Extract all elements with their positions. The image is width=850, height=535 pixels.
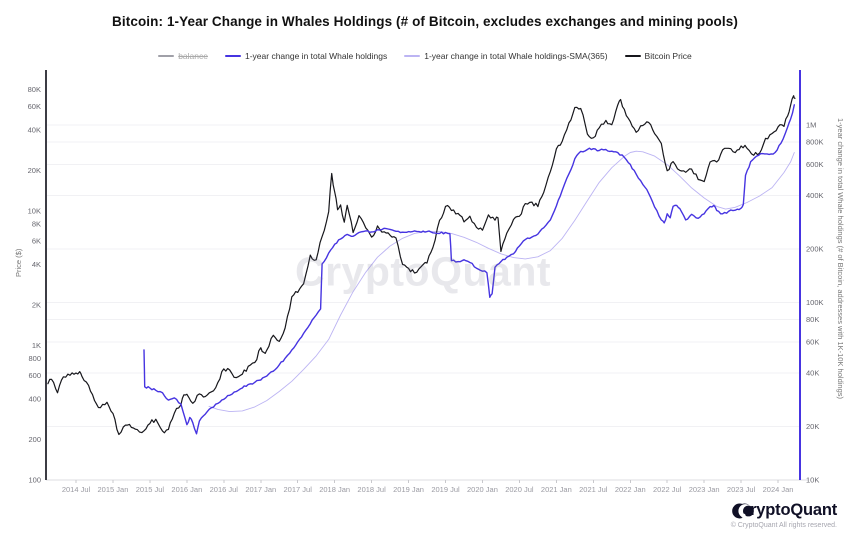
chart-title: Bitcoin: 1-Year Change in Whales Holding… — [112, 14, 738, 29]
footer-rights: © CryptoQuant All rights reserved. — [730, 522, 837, 529]
legend-swatch — [224, 55, 241, 57]
svg-text:2021 Jul: 2021 Jul — [579, 485, 608, 494]
svg-text:2023 Jul: 2023 Jul — [727, 485, 756, 494]
legend-label: 1-year change in total Whale holdings-SM… — [424, 51, 608, 61]
svg-text:1K: 1K — [32, 341, 41, 350]
legend-item-2[interactable]: 1-year change in total Whale holdings-SM… — [404, 51, 608, 61]
right-axis-title: 1-year change in total Whale holdings (#… — [836, 118, 845, 399]
svg-text:60K: 60K — [806, 337, 819, 346]
svg-text:4K: 4K — [32, 260, 41, 269]
x-axis: 2014 Jul 2015 Jan 2015 Jul 2016 Jan 2016 Jul… — [62, 480, 794, 494]
y-axis-right: 1M 800K 600K 400K 200K 100K 80K 60K 40K 20K 10K — [806, 121, 824, 485]
svg-text:80K: 80K — [28, 85, 41, 94]
svg-text:200K: 200K — [806, 245, 824, 254]
svg-text:1M: 1M — [806, 121, 816, 130]
svg-text:2020 Jan: 2020 Jan — [467, 485, 498, 494]
svg-text:600: 600 — [28, 371, 41, 380]
svg-text:2024 Jan: 2024 Jan — [763, 485, 794, 494]
series-1-year-change-in-total-whale-holdings — [143, 104, 795, 435]
legend-label: balance — [178, 51, 208, 61]
footer-brand: CryptoQuant © CryptoQuant All rights res… — [730, 501, 838, 529]
svg-text:80K: 80K — [806, 315, 819, 324]
svg-text:6K: 6K — [32, 236, 41, 245]
svg-text:60K: 60K — [28, 102, 41, 111]
legend-swatch — [158, 55, 175, 57]
legend-swatch — [404, 55, 421, 57]
svg-text:2018 Jul: 2018 Jul — [357, 485, 386, 494]
svg-text:2014 Jul: 2014 Jul — [62, 485, 91, 494]
svg-text:2023 Jan: 2023 Jan — [689, 485, 720, 494]
svg-text:2017 Jan: 2017 Jan — [245, 485, 276, 494]
series-1-year-change-in-total-whale-holdings-sma-365- — [208, 150, 795, 413]
left-axis-title: Price ($) — [14, 248, 23, 277]
svg-text:2K: 2K — [32, 301, 41, 310]
legend-label: Bitcoin Price — [644, 51, 692, 61]
legend-item-1[interactable]: 1-year change in total Whale holdings — [224, 51, 388, 61]
svg-text:10K: 10K — [28, 207, 41, 216]
svg-text:2022 Jan: 2022 Jan — [615, 485, 646, 494]
svg-text:8K: 8K — [32, 220, 41, 229]
legend-item-0[interactable]: balance — [158, 51, 208, 61]
svg-text:800K: 800K — [806, 138, 824, 147]
svg-text:2017 Jul: 2017 Jul — [284, 485, 313, 494]
svg-text:2021 Jan: 2021 Jan — [541, 485, 572, 494]
svg-text:100K: 100K — [806, 298, 824, 307]
series-bitcoin-price — [47, 95, 796, 436]
svg-text:2019 Jul: 2019 Jul — [431, 485, 460, 494]
svg-text:2022 Jul: 2022 Jul — [653, 485, 682, 494]
svg-text:600K: 600K — [806, 160, 824, 169]
legend-label: 1-year change in total Whale holdings — [244, 51, 388, 61]
svg-text:400K: 400K — [806, 191, 824, 200]
legend-swatch — [624, 55, 641, 57]
footer-brand-name: CryptoQuant — [738, 501, 837, 519]
svg-text:2019 Jan: 2019 Jan — [393, 485, 424, 494]
y-axis-left: 80K 60K 40K 20K 10K 8K 6K 4K 2K 1K 800 600 400 200 100 — [28, 85, 41, 484]
svg-text:2016 Jan: 2016 Jan — [171, 485, 202, 494]
svg-text:40K: 40K — [806, 369, 819, 378]
svg-text:100: 100 — [28, 476, 41, 485]
legend-item-3[interactable]: Bitcoin Price — [624, 51, 692, 61]
svg-text:400: 400 — [28, 395, 41, 404]
axes — [45, 70, 808, 481]
svg-text:200: 200 — [28, 435, 41, 444]
svg-text:20K: 20K — [28, 166, 41, 175]
svg-text:2016 Jul: 2016 Jul — [210, 485, 239, 494]
svg-text:2015 Jul: 2015 Jul — [136, 485, 165, 494]
svg-text:2020 Jul: 2020 Jul — [505, 485, 534, 494]
svg-text:40K: 40K — [28, 126, 41, 135]
svg-text:2015 Jan: 2015 Jan — [98, 485, 129, 494]
svg-text:20K: 20K — [806, 422, 819, 431]
legend: balance 1-year change in total Whale hold… — [0, 51, 850, 61]
svg-text:800: 800 — [28, 354, 41, 363]
svg-text:10K: 10K — [806, 476, 819, 485]
svg-text:2018 Jan: 2018 Jan — [319, 485, 350, 494]
grid-lines — [46, 124, 800, 428]
